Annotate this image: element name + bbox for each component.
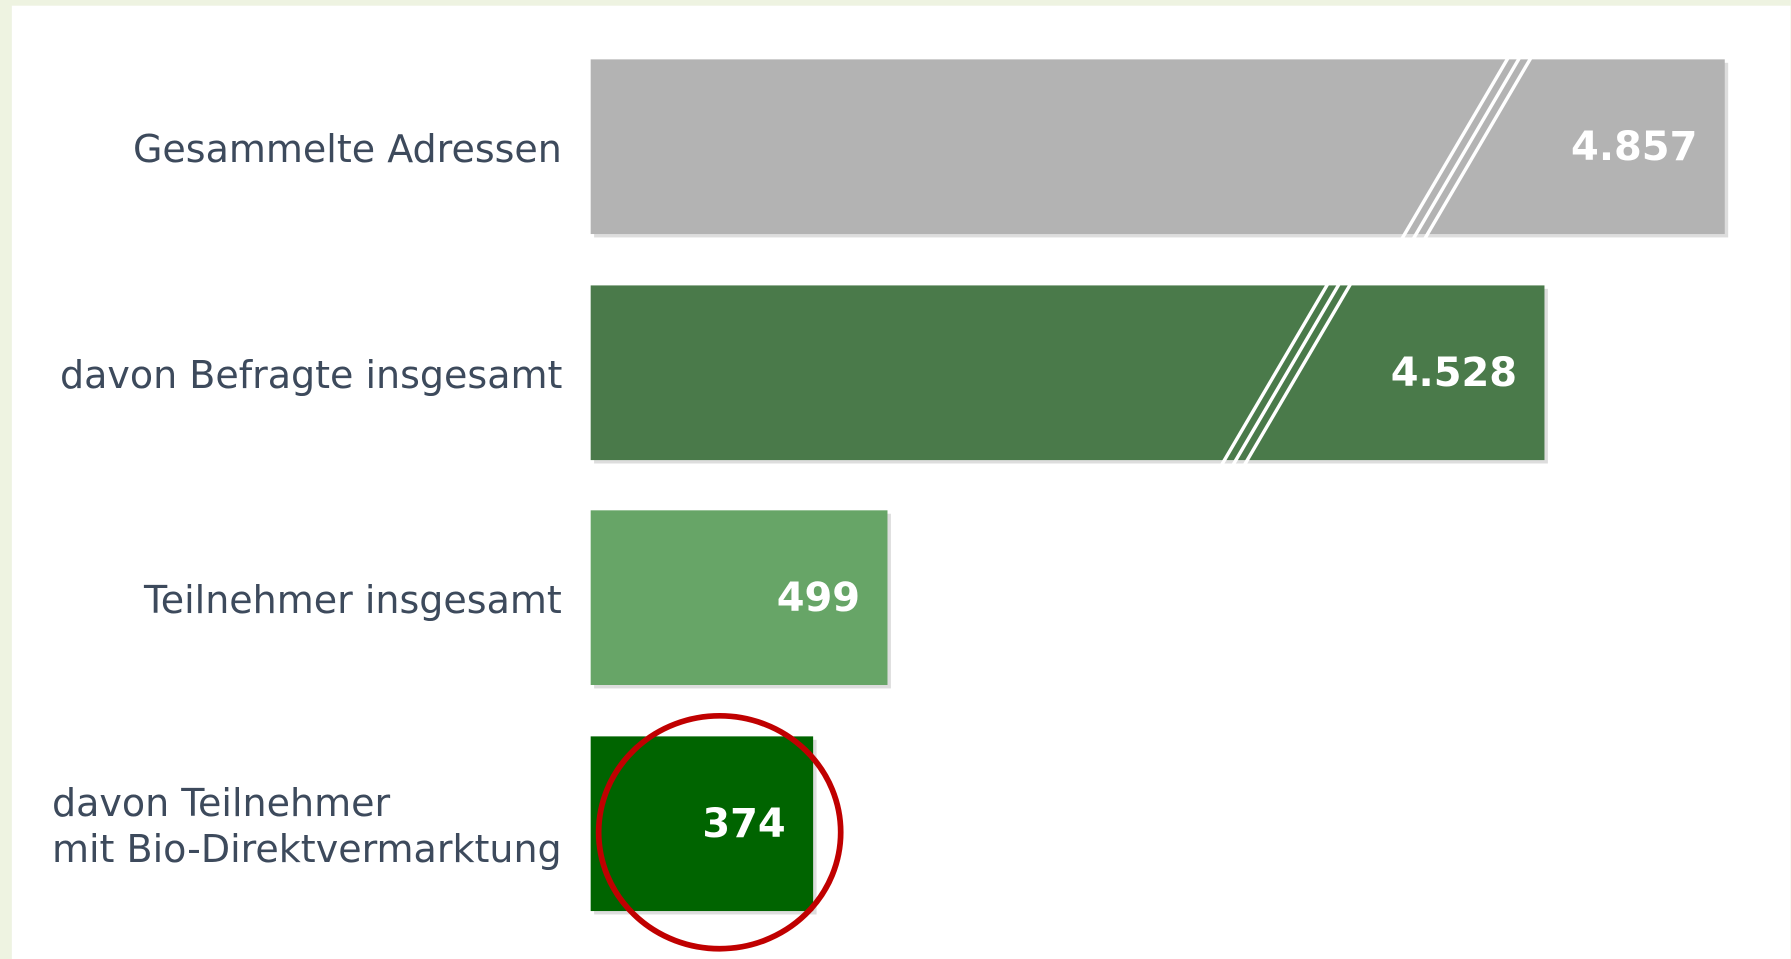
- category-label: Gesammelte Adressen: [132, 127, 562, 172]
- axis-break: [1240, 283, 1352, 471]
- value-label: 374: [702, 801, 785, 847]
- highlight-circle: [595, 712, 844, 952]
- axis-break: [1229, 283, 1341, 471]
- bar: [590, 510, 888, 685]
- axis-break: [1409, 57, 1521, 245]
- bars: 4.857 4.528 499 374: [590, 57, 1729, 915]
- bar: [590, 285, 1545, 461]
- axis-break: [1397, 57, 1510, 245]
- axis-break: [1420, 57, 1533, 245]
- category-label: davon Befragte insgesamt: [59, 353, 563, 398]
- value-label: 499: [777, 575, 860, 621]
- bar: [590, 736, 814, 912]
- axis-break: [1217, 283, 1330, 471]
- category-label: davon Teilnehmer mit Bio-Direktvermarktu…: [51, 781, 562, 872]
- value-label: 4.857: [1571, 124, 1697, 170]
- value-label: 4.528: [1391, 350, 1517, 396]
- category-label: Teilnehmer insgesamt: [143, 578, 562, 623]
- bar: [590, 59, 1725, 235]
